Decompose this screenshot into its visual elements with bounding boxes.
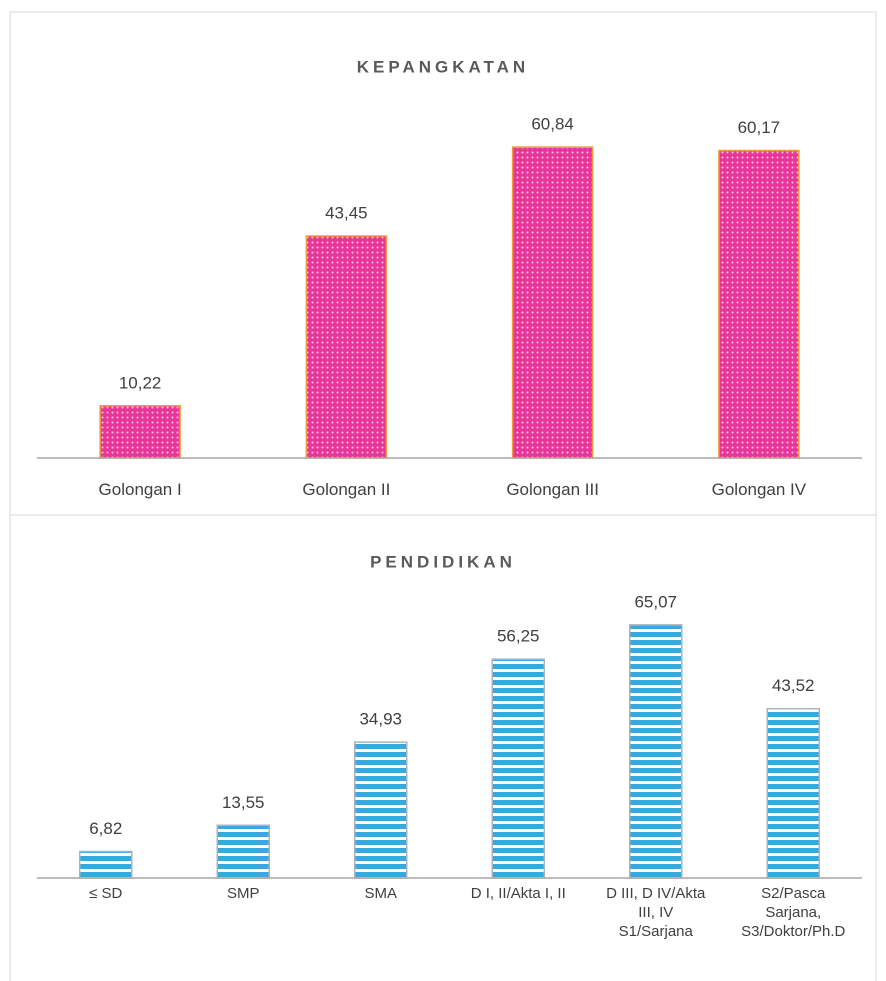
- value-label: 10,22: [119, 373, 162, 392]
- bar: [511, 146, 594, 459]
- bar: [354, 741, 408, 879]
- x-tick-label-box: Golongan I: [98, 480, 182, 499]
- x-tick-label-box: SMA: [364, 885, 397, 902]
- chart-title: PENDIDIKAN: [370, 552, 516, 571]
- x-tick-label-box: S2/Pasca Sarjana, S3/Doktor/Ph.D: [741, 885, 846, 940]
- bar: [99, 405, 181, 459]
- x-tick-label-box: D III, D IV/Akta III, IV S1/Sarjana: [606, 885, 706, 940]
- bar: [79, 850, 133, 879]
- bar: [718, 149, 800, 459]
- bar: [491, 658, 545, 879]
- value-label: 13,55: [222, 793, 265, 812]
- x-tick-label: D III, D IV/Akta III, IV S1/Sarjana: [606, 885, 706, 940]
- value-label: 6,82: [89, 819, 122, 838]
- x-tick-label-box: SMP: [226, 885, 260, 902]
- x-tick-label: D I, II/Akta I, II: [470, 885, 566, 902]
- bar: [766, 707, 820, 879]
- bar: [216, 824, 270, 879]
- value-label: 56,25: [497, 627, 540, 646]
- bar: [629, 624, 683, 879]
- x-tick-label: S2/Pasca Sarjana, S3/Doktor/Ph.D: [741, 885, 846, 940]
- bar: [305, 235, 388, 459]
- x-tick-label: Golongan III: [506, 480, 599, 499]
- x-tick-label: Golongan II: [302, 480, 391, 499]
- x-tick-label-box: Golongan III: [506, 480, 599, 499]
- x-tick-label: Golongan IV: [711, 480, 807, 499]
- value-label: 34,93: [359, 710, 402, 729]
- value-label: 60,17: [738, 118, 781, 137]
- x-tick-label-box: Golongan II: [302, 480, 391, 499]
- x-tick-label: SMP: [226, 885, 260, 902]
- value-label: 43,45: [325, 203, 368, 222]
- frame: [9, 514, 877, 981]
- value-label: 65,07: [634, 592, 677, 611]
- x-tick-label-box: ≤ SD: [89, 885, 123, 902]
- chart-title: KEPANGKATAN: [357, 57, 529, 76]
- x-tick-label-box: Golongan IV: [711, 480, 807, 499]
- x-tick-label: Golongan I: [98, 480, 182, 499]
- x-tick-label-box: D I, II/Akta I, II: [470, 885, 566, 902]
- value-label: 60,84: [531, 115, 574, 134]
- x-tick-label: SMA: [364, 885, 397, 902]
- value-label: 43,52: [772, 676, 815, 695]
- x-tick-label: ≤ SD: [89, 885, 123, 902]
